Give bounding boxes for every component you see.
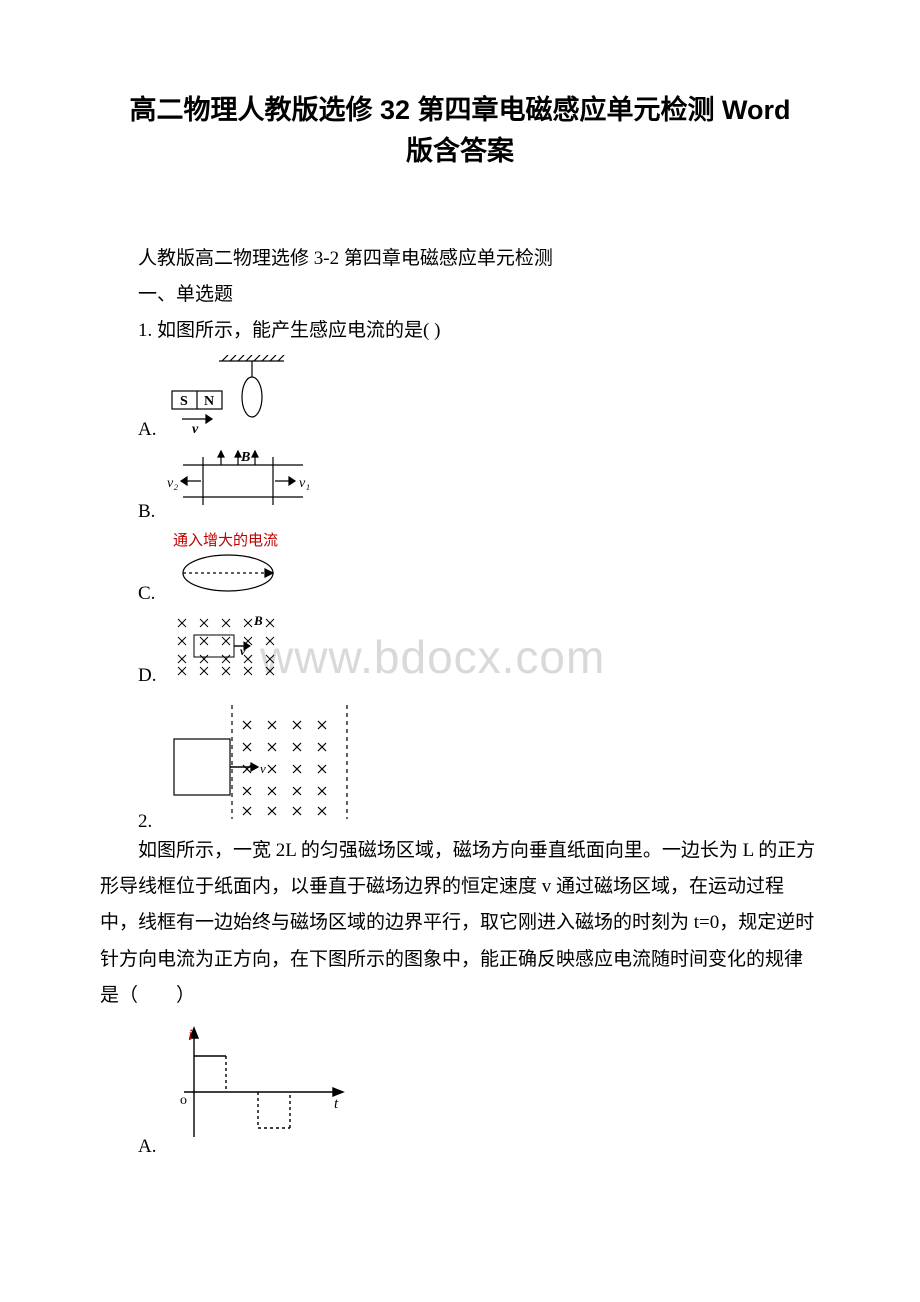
q2-figure-a: i t o [164, 1022, 354, 1158]
b-field-label: B [240, 450, 250, 465]
velocity-label: v [192, 422, 199, 435]
q1-figure-c: 通入增大的电流 [163, 529, 333, 605]
q1-option-d-label: D. [138, 665, 156, 687]
q1-figure-b: B v₂ v₁ [163, 447, 343, 523]
magnet-n-label: N [204, 394, 214, 409]
q1-option-b-label: B. [138, 501, 155, 523]
q1-option-b: B. [138, 447, 820, 523]
q1-stem: 1. 如图所示，能产生感应电流的是( ) [100, 313, 820, 349]
page-title: 高二物理人教版选修 32 第四章电磁感应单元检测 Word 版含答案 [100, 90, 820, 171]
q1-option-d: D. B v [138, 611, 820, 687]
v-label-d: v [240, 644, 246, 658]
q1-option-c-label: C. [138, 583, 155, 605]
title-line-1: 高二物理人教版选修 32 第四章电磁感应单元检测 Word [129, 95, 790, 125]
q2-option-a: A. i t [138, 1022, 820, 1158]
magnet-s-label: S [180, 394, 188, 409]
section-heading: 一、单选题 [100, 277, 820, 313]
v1-label: v₁ [299, 476, 310, 491]
intro-text: 人教版高二物理选修 3-2 第四章电磁感应单元检测 [100, 241, 820, 277]
q1-figure-d: B v [164, 611, 294, 687]
q2-stem: 如图所示，一宽 2L 的匀强磁场区域，磁场方向垂直纸面向里。一边长为 L 的正方… [100, 833, 820, 1013]
q2-option-a-label: A. [138, 1136, 156, 1158]
q2-v-label: v [260, 761, 266, 776]
title-line-2: 版含答案 [406, 136, 514, 166]
q2-number-row: 2. v [138, 697, 820, 833]
increasing-current-label: 通入增大的电流 [173, 532, 278, 549]
origin-label: o [180, 1093, 187, 1108]
v2-label: v₂ [167, 476, 178, 491]
q1-option-c: C. 通入增大的电流 [138, 529, 820, 605]
q2-main-figure: v [162, 697, 362, 833]
b-label-d: B [253, 613, 263, 628]
q1-option-a: A. [138, 355, 820, 441]
q2-number: 2. [138, 811, 152, 833]
q1-figure-a: S N v [164, 355, 304, 441]
q1-option-a-label: A. [138, 419, 156, 441]
i-axis-label: i [188, 1027, 192, 1044]
t-axis-label: t [334, 1096, 339, 1112]
